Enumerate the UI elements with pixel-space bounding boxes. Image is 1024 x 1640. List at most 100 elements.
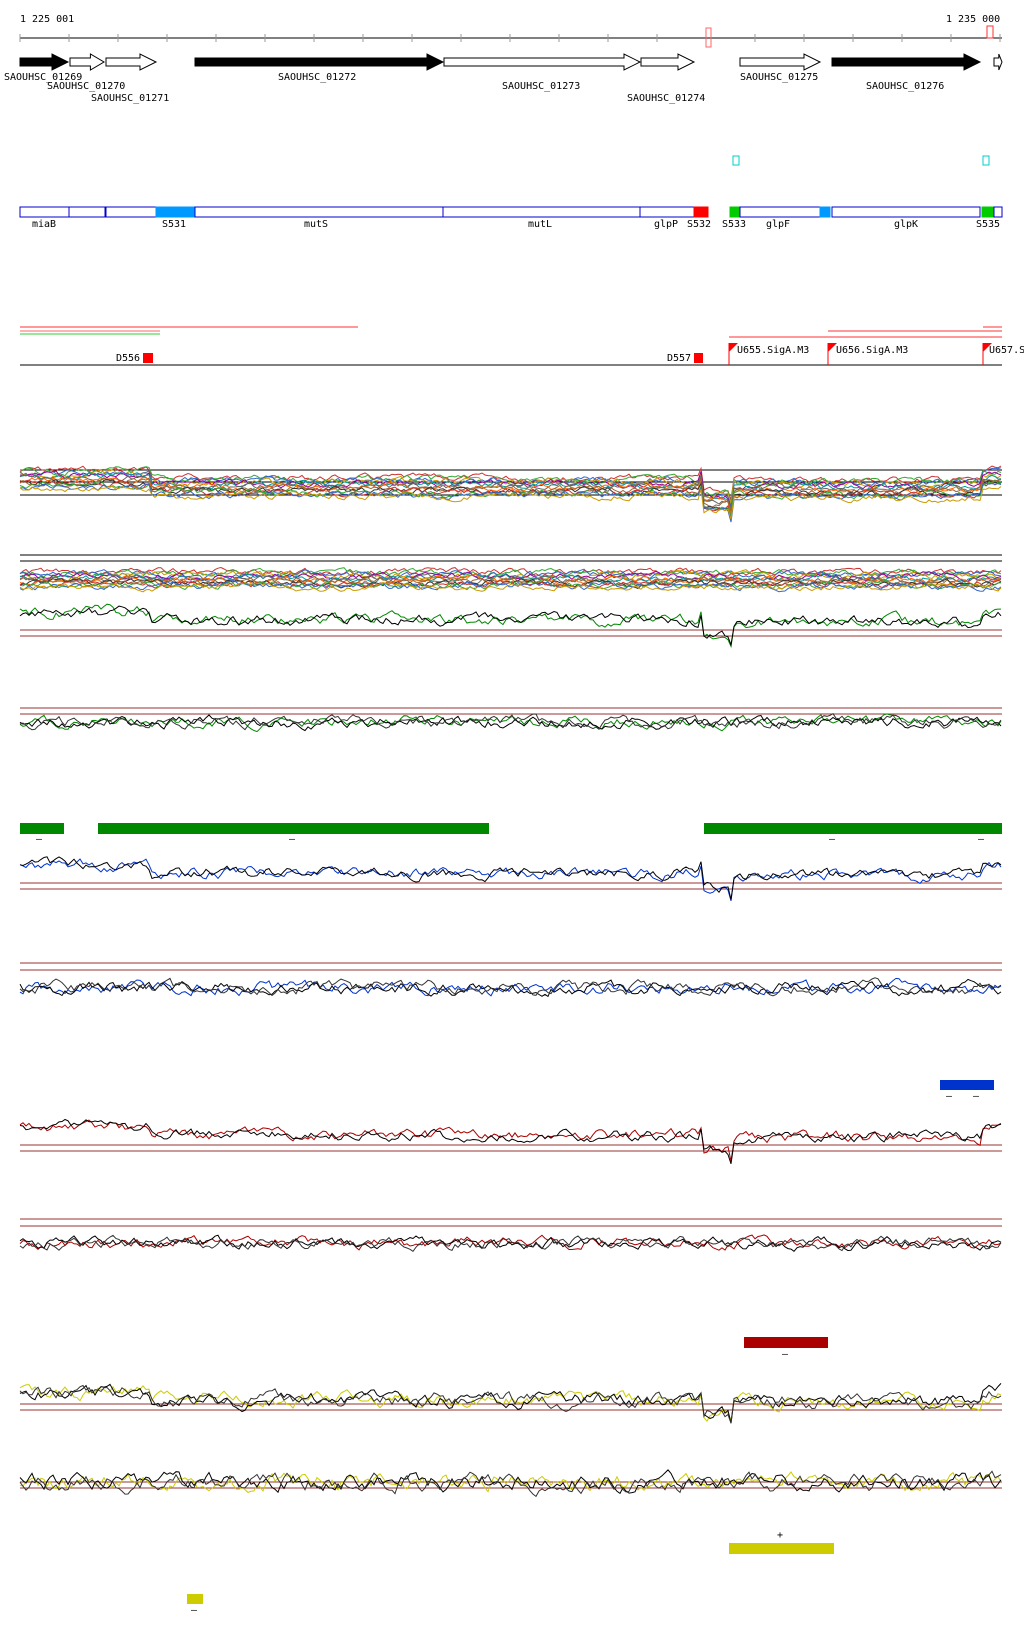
gene-arrow (993, 53, 1003, 71)
segment-label[interactable]: S531 (162, 219, 186, 230)
profile-line (19, 566, 1002, 578)
gene-label[interactable]: SAOUHSC_01275 (740, 72, 818, 83)
region-bar-yellow[interactable] (187, 1594, 203, 1604)
profile-line (19, 603, 1001, 649)
gene-arrow (19, 53, 70, 71)
expression-tracks (19, 465, 1002, 1498)
segment-box (68, 206, 106, 218)
segment-box (19, 206, 70, 218)
profile-line (19, 605, 1002, 647)
profile-line (19, 978, 1002, 998)
profile-line (19, 856, 1002, 900)
profile-line (19, 977, 1002, 997)
region-bar-red[interactable] (744, 1337, 828, 1348)
promoter-label[interactable]: U656.SigA.M3 (836, 345, 908, 356)
segment-box (442, 206, 641, 218)
gene-arrow (739, 53, 822, 71)
strand-mark: – (191, 1605, 198, 1616)
segment-label[interactable]: S532 (687, 219, 711, 230)
segment-label[interactable]: glpP (654, 219, 678, 230)
segment-box (155, 206, 196, 218)
profile-line (19, 1384, 1002, 1424)
ruler-end-label: 1 235 000 (946, 14, 1000, 25)
segment-label[interactable]: miaB (32, 219, 56, 230)
strand-mark: – (946, 1091, 953, 1102)
ruler-start-label: 1 225 001 (20, 14, 74, 25)
strand-mark: – (973, 1091, 980, 1102)
region-bar-blue[interactable] (940, 1080, 994, 1090)
segment-label[interactable]: mutS (304, 219, 328, 230)
profile-line (19, 582, 1002, 593)
profile-line (19, 714, 1002, 732)
segment-label[interactable]: S535 (976, 219, 1000, 230)
promoter-flag (729, 343, 738, 352)
profile-line (19, 1234, 1002, 1252)
gene-arrow (443, 53, 642, 71)
gene-label[interactable]: SAOUHSC_01272 (278, 72, 356, 83)
promoter-flag (828, 343, 837, 352)
promoter-label[interactable]: U655.SigA.M3 (737, 345, 809, 356)
gene-label[interactable]: SAOUHSC_01273 (502, 81, 580, 92)
transcript-track: D556 D557 U655.SigA.M3 U656.SigA.M3 U657… (20, 326, 1024, 366)
profile-line (19, 977, 1002, 997)
region-bars: – – – – – – – + – (20, 823, 1002, 1616)
gene-arrow (194, 53, 445, 71)
coordinate-ruler: 1 225 001 1 235 000 (19, 14, 1002, 48)
gene-label[interactable]: SAOUHSC_01269 (4, 72, 82, 83)
cyan-marker (732, 155, 740, 166)
segment-box (693, 206, 709, 218)
segment-label[interactable]: mutL (528, 219, 552, 230)
down-marker-label[interactable]: D557 (667, 353, 691, 364)
profile-line (19, 472, 1002, 510)
region-bar-yellow[interactable] (729, 1543, 834, 1554)
strand-mark: – (782, 1349, 789, 1360)
segment-box (739, 206, 821, 218)
cyan-marker (982, 155, 990, 166)
segment-box (105, 206, 157, 218)
strand-mark: – (829, 834, 836, 845)
strand-mark: – (36, 834, 43, 845)
segment-box (993, 206, 1003, 218)
profile-line (19, 1383, 1002, 1424)
gene-label[interactable]: SAOUHSC_01274 (627, 93, 705, 104)
segment-label[interactable]: glpK (894, 219, 918, 230)
gene-label[interactable]: SAOUHSC_01271 (91, 93, 169, 104)
gene-arrow (831, 53, 982, 71)
profile-line (19, 485, 1002, 520)
segment-box (729, 206, 741, 218)
profile-line (19, 476, 1002, 515)
gene-label[interactable]: SAOUHSC_01276 (866, 81, 944, 92)
down-marker-label[interactable]: D556 (116, 353, 140, 364)
promoter-label[interactable]: U657.S (989, 345, 1024, 356)
profile-line (19, 482, 1002, 523)
gene-track: SAOUHSC_01269 SAOUHSC_01270 SAOUHSC_0127… (4, 53, 1003, 104)
profile-line (19, 1384, 1002, 1422)
region-bar-green[interactable] (704, 823, 1002, 834)
segment-box (981, 206, 995, 218)
profile-line (19, 479, 1002, 518)
profile-line (19, 465, 1002, 500)
profile-line (19, 713, 1002, 731)
strand-mark: – (978, 834, 985, 845)
profile-line (19, 1118, 1002, 1164)
profile-line (19, 570, 1002, 582)
segment-label[interactable]: glpF (766, 219, 790, 230)
segment-track: miaB S531 mutS mutL glpP S532 S533 glpF … (19, 206, 1003, 230)
segment-box (639, 206, 695, 218)
profile-line (19, 567, 1002, 578)
gene-label[interactable]: SAOUHSC_01270 (47, 81, 125, 92)
profile-line (19, 1234, 1002, 1252)
strand-mark: – (289, 834, 296, 845)
gene-arrow (640, 53, 696, 71)
profile-line (19, 1119, 1002, 1162)
gene-arrow (105, 53, 158, 71)
segment-label[interactable]: S533 (722, 219, 746, 230)
gene-arrow (69, 53, 105, 71)
profile-line (19, 1470, 1002, 1498)
region-bar-green[interactable] (98, 823, 489, 834)
region-bar-green[interactable] (20, 823, 64, 834)
profile-line (19, 1469, 1002, 1495)
profile-line (19, 858, 1002, 902)
segment-box (831, 206, 981, 218)
